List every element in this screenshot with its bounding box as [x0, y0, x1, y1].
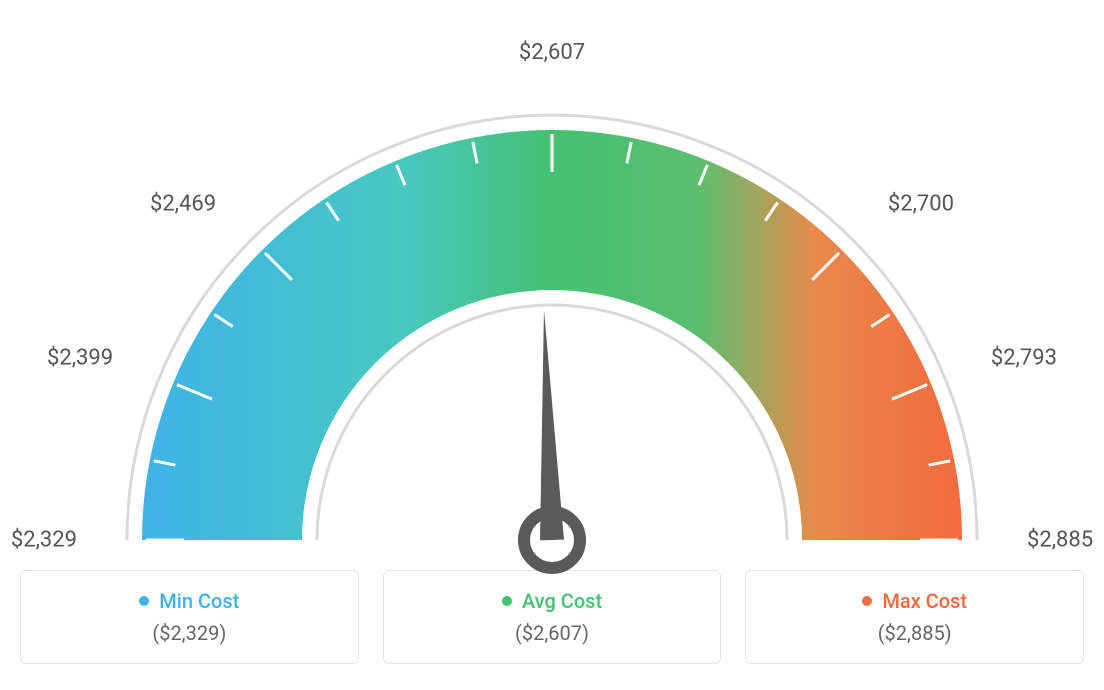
gauge-tick-label: $2,885 [1027, 528, 1093, 553]
gauge-tick-label: $2,700 [888, 192, 954, 217]
gauge-svg [20, 60, 1084, 600]
gauge-tick-label: $2,469 [150, 192, 216, 217]
gauge-tick-label: $2,399 [47, 346, 113, 371]
legend-value-max: ($2,885) [756, 621, 1073, 645]
cost-gauge-chart: $2,329$2,399$2,469$2,607$2,700$2,793$2,8… [20, 20, 1084, 664]
gauge-tick-label: $2,793 [991, 346, 1057, 371]
gauge-tick-label: $2,329 [11, 528, 77, 553]
gauge-area: $2,329$2,399$2,469$2,607$2,700$2,793$2,8… [20, 20, 1084, 560]
gauge-tick-label: $2,607 [519, 40, 585, 65]
legend-value-avg: ($2,607) [394, 621, 711, 645]
legend-value-min: ($2,329) [31, 621, 348, 645]
